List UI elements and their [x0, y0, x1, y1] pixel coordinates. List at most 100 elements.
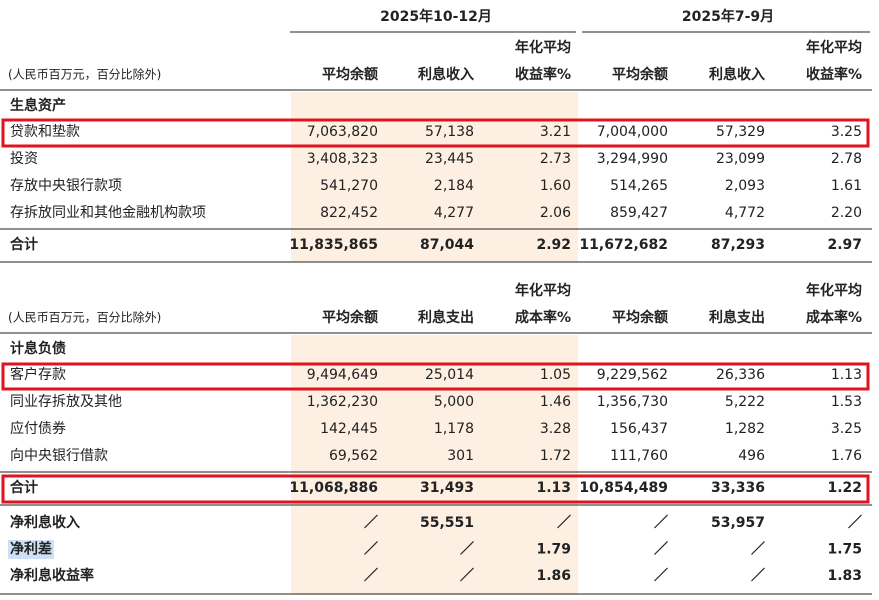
cell: ／: [654, 568, 668, 584]
cell: 859,427: [610, 205, 668, 221]
cell: 1.53: [831, 394, 862, 410]
col-header: 平均余额: [322, 309, 378, 326]
cell: ／: [654, 515, 668, 531]
row-label: 存拆放同业和其他金融机构款项: [10, 205, 206, 221]
col-header: 成本率%: [806, 309, 862, 326]
cell: 2.92: [536, 237, 571, 253]
highlight: [8, 540, 54, 559]
cell: 3.21: [540, 124, 571, 140]
shade: [291, 335, 578, 595]
cell: ／: [364, 568, 378, 584]
cell: 55,551: [420, 515, 474, 531]
row-label: 合计: [10, 236, 38, 253]
col-header: 年化平均: [515, 282, 571, 299]
cell: 87,293: [711, 237, 765, 253]
cell: ／: [654, 542, 668, 558]
cell: 4,772: [725, 205, 765, 221]
row-label: 贷款和垫款: [10, 124, 80, 140]
cell: 11,835,865: [289, 237, 378, 253]
col-header: 收益率%: [806, 66, 862, 83]
cell: 2.78: [831, 151, 862, 167]
cell: 69,562: [329, 448, 378, 464]
row-label: 净利息收益率: [10, 567, 94, 584]
cell: 1,178: [434, 421, 474, 437]
cell: 142,445: [320, 421, 378, 437]
cell: 1,282: [725, 421, 765, 437]
unit-note: (人民币百万元，百分比除外): [8, 67, 161, 82]
cell: 1.22: [827, 480, 862, 496]
col-header: 成本率%: [515, 309, 571, 326]
row-label: 应付债券: [10, 420, 66, 437]
row-label: 投资: [10, 151, 38, 167]
cell: 4,277: [434, 205, 474, 221]
cell: 53,957: [711, 515, 765, 531]
cell: 301: [447, 448, 474, 464]
cell: 5,000: [434, 394, 474, 410]
cell: 2.20: [831, 205, 862, 221]
cell: ／: [848, 515, 862, 531]
row-label: 客户存款: [10, 366, 66, 383]
col-header: 收益率%: [515, 66, 571, 83]
cell: 26,336: [716, 367, 765, 383]
cell: 1,356,730: [597, 394, 668, 410]
cell: 822,452: [320, 205, 378, 221]
col-header: 年化平均: [806, 39, 862, 56]
row-label: 合计: [10, 479, 38, 496]
cell: 1.76: [831, 448, 862, 464]
cell: 10,854,489: [579, 480, 668, 496]
cell: 23,445: [425, 151, 474, 167]
row-label: 净利差: [10, 541, 52, 558]
cell: ／: [460, 568, 474, 584]
cell: ／: [364, 542, 378, 558]
cell: 2.73: [540, 151, 571, 167]
cell: 2,184: [434, 178, 474, 194]
cell: 87,044: [420, 237, 474, 253]
cell: 1,362,230: [307, 394, 378, 410]
cell: 2.06: [540, 205, 571, 221]
cell: 31,493: [420, 480, 474, 496]
cell: ／: [460, 542, 474, 558]
cell: ／: [557, 515, 571, 531]
unit-note: (人民币百万元，百分比除外): [8, 310, 161, 325]
cell: 496: [738, 448, 765, 464]
cell: 1.05: [540, 367, 571, 383]
cell: 7,004,000: [597, 124, 668, 140]
period: 2025年10-12月: [380, 8, 492, 25]
cell: 1.46: [540, 394, 571, 410]
cell: ／: [751, 542, 765, 558]
cell: 1.72: [540, 448, 571, 464]
cell: 1.61: [831, 178, 862, 194]
col-header: 利息支出: [709, 309, 765, 326]
col-header: 年化平均: [806, 282, 862, 299]
cell: 3.25: [831, 124, 862, 140]
cell: 1.75: [827, 542, 862, 558]
cell: 1.86: [536, 568, 571, 584]
col-header: 平均余额: [322, 66, 378, 83]
cell: 7,063,820: [307, 124, 378, 140]
cell: 33,336: [711, 480, 765, 496]
red-box: [1, 474, 870, 504]
cell: 1.60: [540, 178, 571, 194]
cell: 25,014: [425, 367, 474, 383]
cell: 3.25: [831, 421, 862, 437]
cell: ／: [751, 568, 765, 584]
cell: 9,494,649: [307, 367, 378, 383]
col-header: 平均余额: [612, 66, 668, 83]
cell: 3,408,323: [307, 151, 378, 167]
cell: 57,138: [425, 124, 474, 140]
col-header: 平均余额: [612, 309, 668, 326]
row-label: 存放中央银行款项: [10, 178, 122, 194]
cell: 57,329: [716, 124, 765, 140]
cell: 2.97: [827, 237, 862, 253]
cell: 5,222: [725, 394, 765, 410]
cell: 23,099: [716, 151, 765, 167]
cell: 1.83: [827, 568, 862, 584]
cell: 156,437: [610, 421, 668, 437]
cell: 3.28: [540, 421, 571, 437]
cell: 3,294,990: [597, 151, 668, 167]
col-header: 利息支出: [418, 309, 474, 326]
cell: 11,672,682: [579, 237, 668, 253]
row-label: 同业存拆放及其他: [10, 394, 122, 410]
